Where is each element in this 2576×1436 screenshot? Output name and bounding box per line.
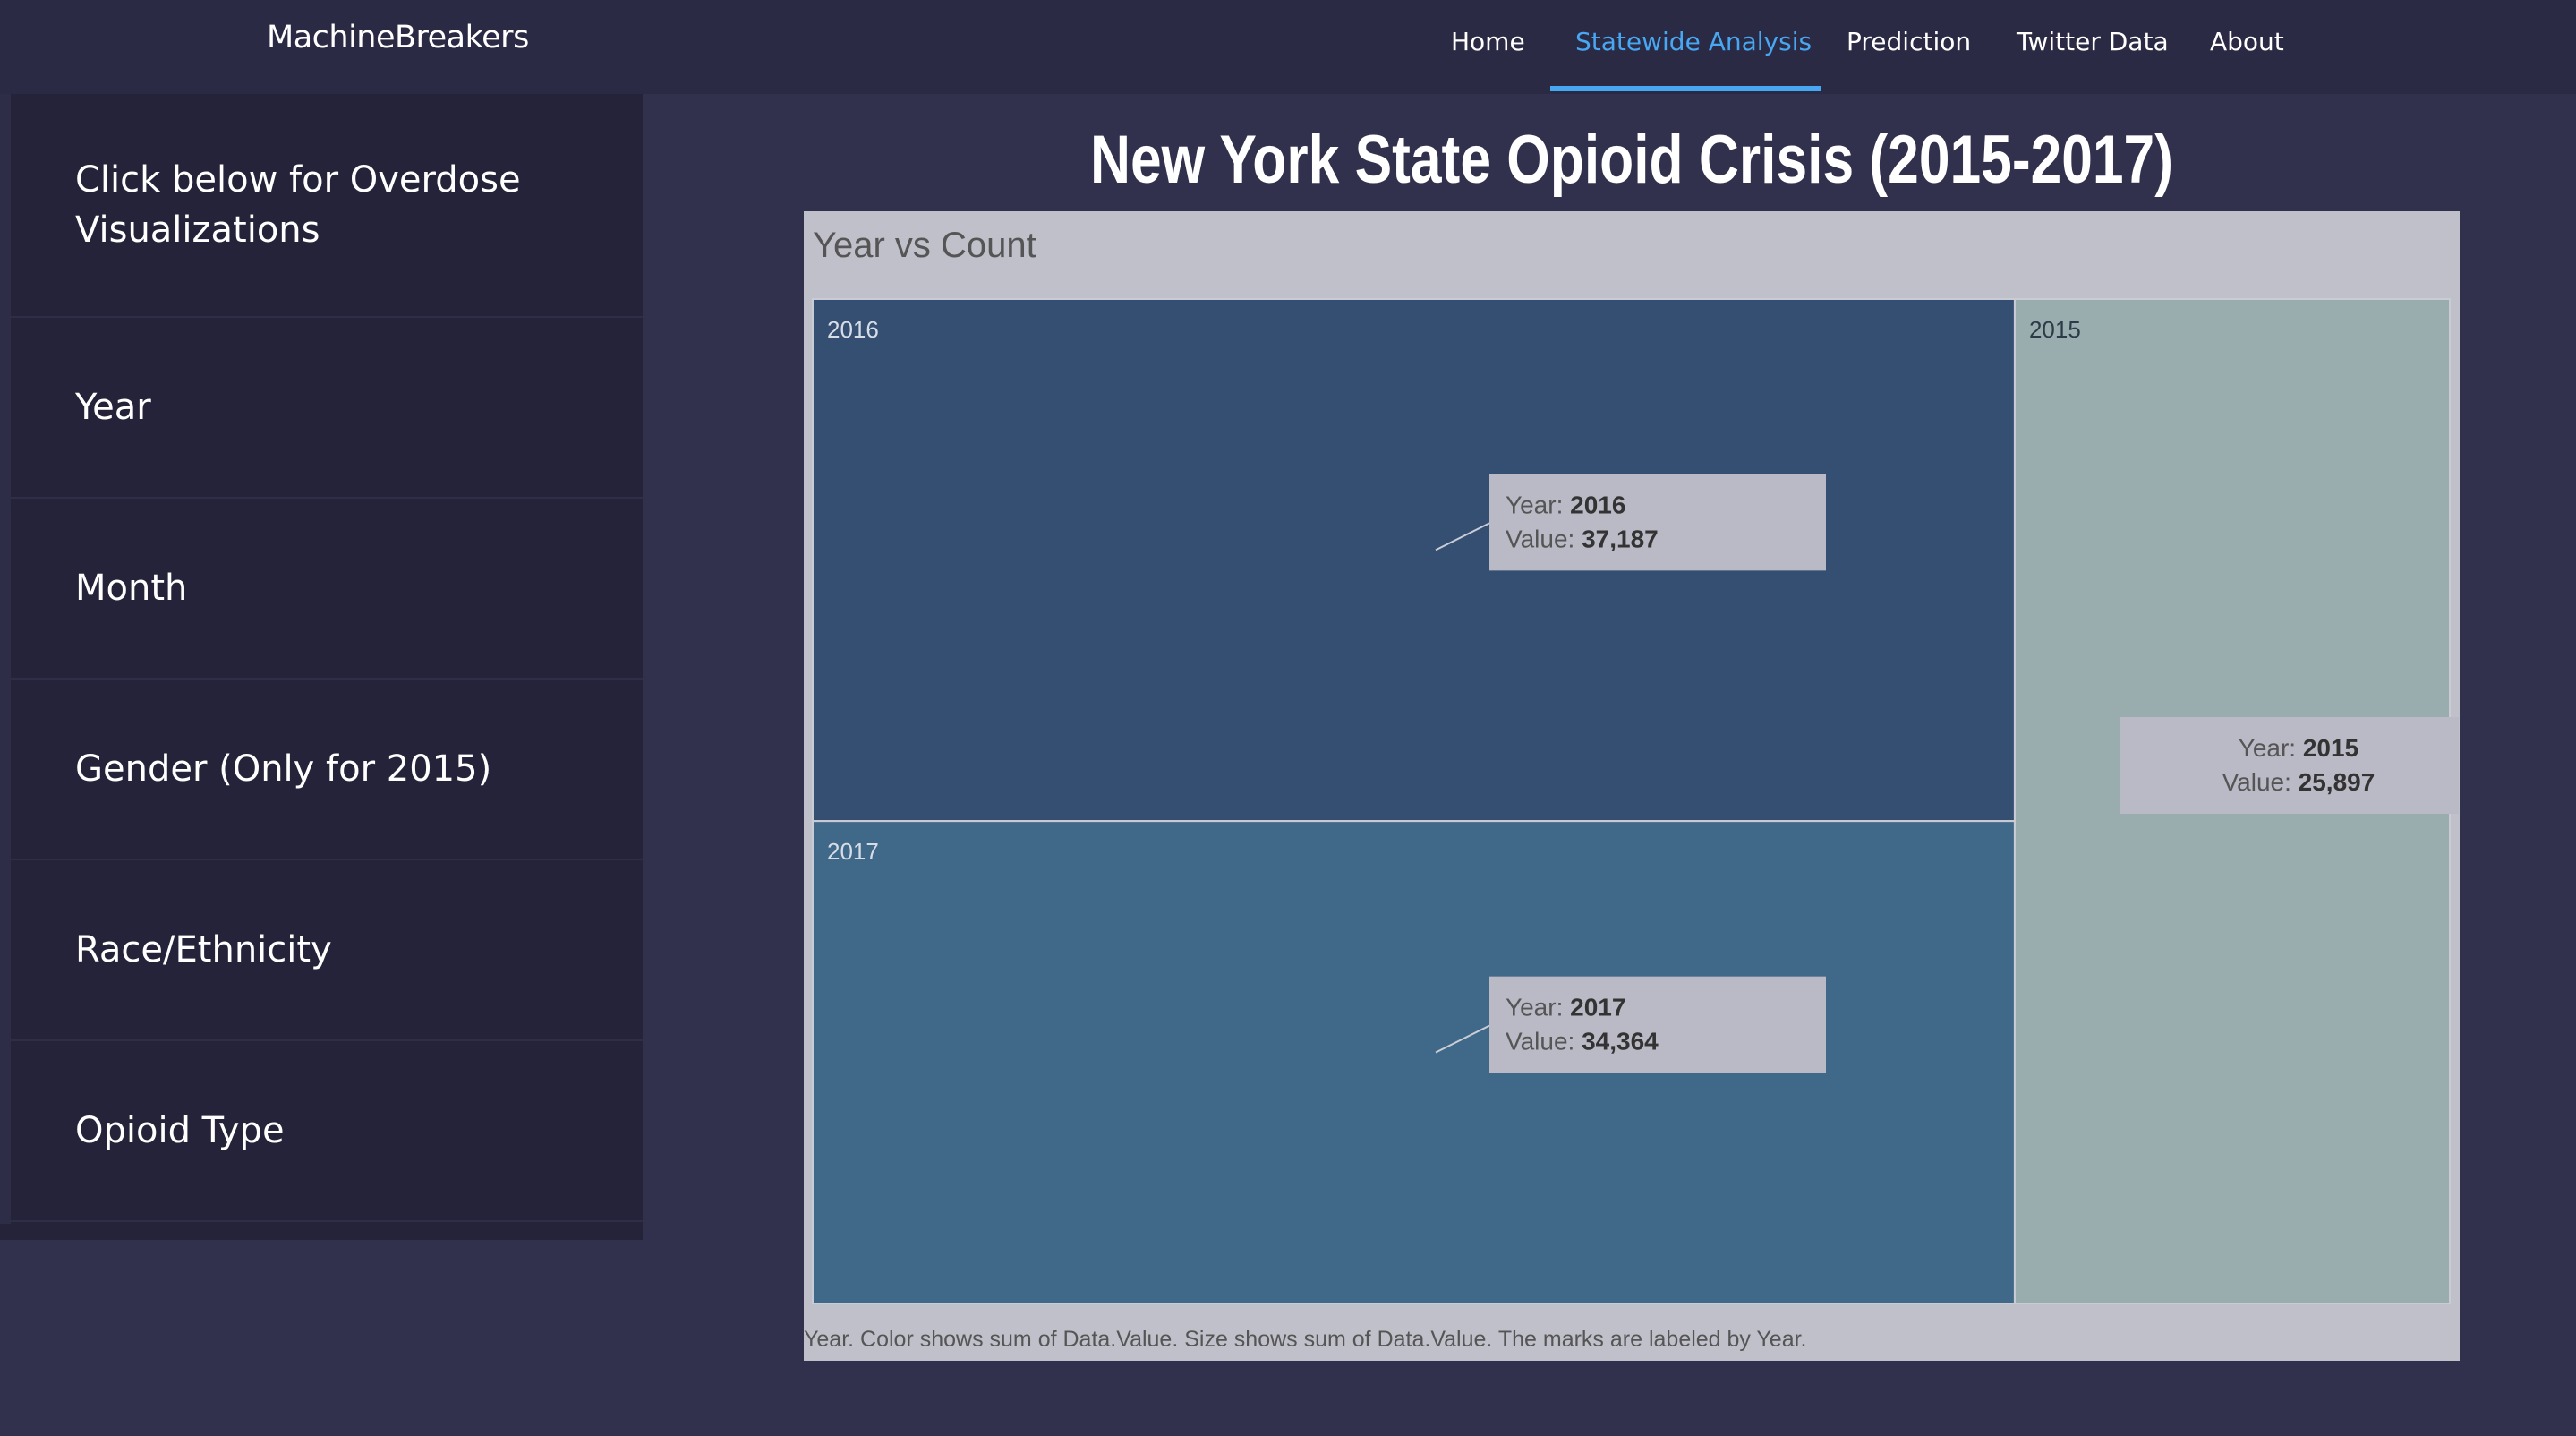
sidebar-item-year[interactable]: Year	[11, 318, 643, 499]
sidebar-item-label: Month	[75, 568, 188, 609]
sidebar-item-race-ethnicity[interactable]: Race/Ethnicity	[11, 860, 643, 1041]
sidebar-header-text: Click below for Overdose Visualizations	[75, 159, 521, 251]
sidebar-item-label: Gender (Only for 2015)	[75, 748, 492, 790]
annotation-year: Year: 2017	[1506, 994, 1625, 1021]
nav-twitter-data[interactable]: Twitter Data	[2017, 27, 2169, 56]
annotation-2017: Year: 2017 Value: 34,364	[1435, 976, 1826, 1073]
sidebar-item-label: Opioid Type	[75, 1110, 285, 1151]
nav-about[interactable]: About	[2210, 27, 2284, 56]
annotation-2015: Year: 2015 Value: 25,897	[2120, 717, 2459, 814]
annotation-box	[1489, 976, 1826, 1073]
page-title: New York State Opioid Crisis (2015-2017)	[1090, 122, 2173, 198]
annotation-value: Value: 34,364	[1506, 1028, 1659, 1056]
chart-title: Year vs Count	[813, 226, 1036, 265]
sidebar-edge	[0, 94, 11, 1224]
annotation-box	[2120, 717, 2459, 814]
sidebar-item-month[interactable]: Month	[11, 499, 643, 680]
nav-home[interactable]: Home	[1451, 27, 1525, 56]
chart-panel: Year vs Count 2016 Year: 2016 Value: 37,18…	[804, 211, 2460, 1361]
annotation-2016: Year: 2016 Value: 37,187	[1435, 474, 1826, 571]
annotation-year: Year: 2015	[2239, 734, 2358, 762]
treemap-chart: 2016 Year: 2016 Value: 37,187 2017 Year: 201…	[812, 298, 2459, 1304]
nav-prediction[interactable]: Prediction	[1847, 27, 1972, 56]
treemap-cell-label: 2017	[827, 838, 879, 865]
top-navbar: MachineBreakers Home Statewide Analysis …	[0, 0, 2576, 94]
brand-link[interactable]: MachineBreakers	[267, 20, 529, 56]
nav-statewide-analysis[interactable]: Statewide Analysis	[1575, 27, 1813, 56]
sidebar-item-label: Race/Ethnicity	[75, 929, 332, 970]
treemap-cell-label: 2015	[2029, 316, 2081, 343]
treemap-cell-2017[interactable]	[812, 820, 2016, 1304]
active-tab-indicator	[1550, 86, 1821, 91]
sidebar: Click below for Overdose Visualizations …	[0, 94, 643, 1240]
sidebar-item-gender[interactable]: Gender (Only for 2015)	[11, 680, 643, 860]
chart-caption: Year. Color shows sum of Data.Value. Siz…	[804, 1327, 1807, 1352]
annotation-value: Value: 37,187	[1506, 525, 1659, 552]
annotation-leader-line	[1435, 1024, 1490, 1054]
sidebar-header: Click below for Overdose Visualizations	[11, 94, 643, 318]
annotation-year: Year: 2016	[1506, 491, 1625, 518]
treemap-cell-label: 2016	[827, 316, 879, 343]
sidebar-item-label: Year	[75, 387, 151, 428]
annotation-leader-line	[1435, 522, 1490, 551]
sidebar-item-opioid-type[interactable]: Opioid Type	[11, 1041, 643, 1222]
annotation-value: Value: 25,897	[2222, 768, 2376, 796]
annotation-box	[1489, 474, 1826, 571]
treemap-cell-2016[interactable]	[812, 298, 2016, 823]
